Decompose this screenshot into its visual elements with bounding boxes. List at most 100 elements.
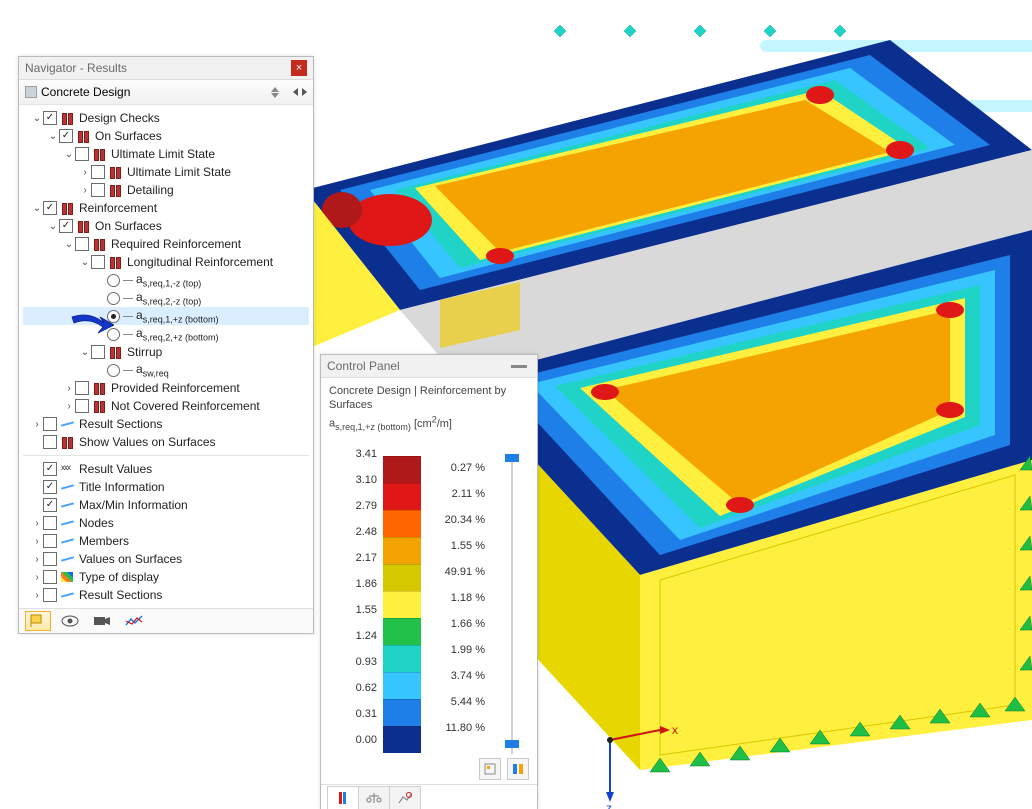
chevron-down-icon[interactable]: ⌄ xyxy=(63,149,75,160)
checkbox[interactable] xyxy=(43,534,57,548)
tree-row[interactable]: ›Type of display xyxy=(23,568,309,586)
nav-next-icon[interactable] xyxy=(302,88,307,96)
tree-row[interactable]: ⌄Stirrup xyxy=(23,343,309,361)
checkbox[interactable] xyxy=(75,381,89,395)
checkbox[interactable] xyxy=(43,111,57,125)
tree-row[interactable]: ⌄On Surfaces xyxy=(23,217,309,235)
checkbox[interactable] xyxy=(91,345,105,359)
tree-row[interactable]: ⌄ Longitudinal Reinforcement xyxy=(23,253,309,271)
chevron-down-icon[interactable]: ⌄ xyxy=(63,239,75,250)
navigator-tree[interactable]: ⌄Design Checks⌄On Surfaces⌄Ultimate Limi… xyxy=(19,105,313,608)
radio[interactable] xyxy=(107,364,120,377)
chevron-right-icon[interactable]: › xyxy=(31,518,43,529)
tree-row[interactable]: ⌄On Surfaces xyxy=(23,127,309,145)
tree-row[interactable]: ›Not Covered Reinforcement xyxy=(23,397,309,415)
tab-factors[interactable] xyxy=(389,786,421,809)
chevron-right-icon[interactable]: › xyxy=(63,401,75,412)
chevron-down-icon[interactable]: ⌄ xyxy=(31,203,43,214)
tree-row[interactable]: ⌄Required Reinforcement xyxy=(23,235,309,253)
chevron-right-icon[interactable]: › xyxy=(31,536,43,547)
tree-row[interactable]: as,req,1,+z (bottom) xyxy=(23,307,309,325)
checkbox[interactable] xyxy=(43,480,57,494)
minimize-icon[interactable] xyxy=(511,365,527,368)
legend-slider[interactable] xyxy=(505,454,519,754)
footer-btn-camera[interactable] xyxy=(89,611,115,631)
checkbox[interactable] xyxy=(43,435,57,449)
tab-colorscale[interactable] xyxy=(327,786,359,809)
tree-row[interactable]: Show Values on Surfaces xyxy=(23,433,309,451)
tree-label: Title Information xyxy=(79,480,165,494)
tree-row[interactable]: Max/Min Information xyxy=(23,496,309,514)
tree-row[interactable]: ›Provided Reinforcement xyxy=(23,379,309,397)
tree-row[interactable]: ⌄Design Checks xyxy=(23,109,309,127)
surf-icon xyxy=(60,201,76,215)
checkbox[interactable] xyxy=(43,462,57,476)
radio[interactable] xyxy=(107,292,120,305)
checkbox[interactable] xyxy=(75,399,89,413)
tree-row[interactable]: Title Information xyxy=(23,478,309,496)
legend-swatch xyxy=(383,726,421,753)
checkbox[interactable] xyxy=(43,417,57,431)
tree-row[interactable]: ›Result Sections xyxy=(23,586,309,604)
checkbox[interactable] xyxy=(43,588,57,602)
chevron-right-icon[interactable]: › xyxy=(79,185,91,196)
dropdown-chevron[interactable] xyxy=(271,87,279,98)
radio[interactable] xyxy=(107,274,120,287)
footer-btn-graph[interactable] xyxy=(121,611,147,631)
checkbox[interactable] xyxy=(75,237,89,251)
checkbox[interactable] xyxy=(91,183,105,197)
chevron-right-icon[interactable]: › xyxy=(31,590,43,601)
tree-row[interactable]: › Ultimate Limit State xyxy=(23,163,309,181)
checkbox[interactable] xyxy=(75,147,89,161)
legend-swatch xyxy=(383,672,421,699)
chevron-down-icon[interactable]: ⌄ xyxy=(31,113,43,124)
tree-row[interactable]: as,req,2,+z (bottom) xyxy=(23,325,309,343)
legend-edit-button[interactable] xyxy=(507,758,529,780)
navigator-dropdown-label[interactable]: Concrete Design xyxy=(41,85,267,99)
chevron-down-icon[interactable]: ⌄ xyxy=(79,347,91,358)
tree-row[interactable]: Result Values xyxy=(23,460,309,478)
checkbox[interactable] xyxy=(59,219,73,233)
tree-row[interactable]: ⌄Reinforcement xyxy=(23,199,309,217)
control-panel-title-bar[interactable]: Control Panel xyxy=(321,355,537,378)
checkbox[interactable] xyxy=(59,129,73,143)
checkbox[interactable] xyxy=(91,255,105,269)
tree-row[interactable]: as,req,2,-z (top) xyxy=(23,289,309,307)
footer-btn-eye[interactable] xyxy=(57,611,83,631)
checkbox[interactable] xyxy=(91,165,105,179)
tree-row[interactable]: ›Nodes xyxy=(23,514,309,532)
tree-row[interactable]: ›Detailing xyxy=(23,181,309,199)
chevron-right-icon[interactable]: › xyxy=(63,383,75,394)
checkbox[interactable] xyxy=(43,552,57,566)
tree-row[interactable]: ›Result Sections xyxy=(23,415,309,433)
tree-label: as,req,1,-z (top) xyxy=(136,272,201,288)
tree-row[interactable]: ›Values on Surfaces xyxy=(23,550,309,568)
chevron-down-icon[interactable]: ⌄ xyxy=(47,221,59,232)
legend-swatch xyxy=(383,645,421,672)
tree-label: Longitudinal Reinforcement xyxy=(127,255,273,269)
chevron-right-icon[interactable]: › xyxy=(31,554,43,565)
legend-settings-button[interactable] xyxy=(479,758,501,780)
tree-row[interactable]: ⌄Ultimate Limit State xyxy=(23,145,309,163)
chevron-right-icon[interactable]: › xyxy=(31,572,43,583)
navigator-title-bar[interactable]: Navigator - Results × xyxy=(19,57,313,80)
legend-percent: 1.55 % xyxy=(429,540,485,552)
checkbox[interactable] xyxy=(43,498,57,512)
tree-label: Ultimate Limit State xyxy=(127,165,231,179)
chevron-right-icon[interactable]: › xyxy=(31,419,43,430)
tree-label: as,req,2,+z (bottom) xyxy=(136,326,218,342)
checkbox[interactable] xyxy=(43,201,57,215)
tree-row[interactable]: ›Members xyxy=(23,532,309,550)
tree-row[interactable]: as,req,1,-z (top) xyxy=(23,271,309,289)
nav-prev-icon[interactable] xyxy=(293,88,298,96)
map-icon xyxy=(60,570,76,584)
chevron-down-icon[interactable]: ⌄ xyxy=(79,257,91,268)
footer-btn-flag[interactable] xyxy=(25,611,51,631)
chevron-right-icon[interactable]: › xyxy=(79,167,91,178)
checkbox[interactable] xyxy=(43,570,57,584)
checkbox[interactable] xyxy=(43,516,57,530)
tree-row[interactable]: asw,req xyxy=(23,361,309,379)
tab-balance[interactable] xyxy=(358,786,390,809)
chevron-down-icon[interactable]: ⌄ xyxy=(47,131,59,142)
close-icon[interactable]: × xyxy=(291,60,307,76)
